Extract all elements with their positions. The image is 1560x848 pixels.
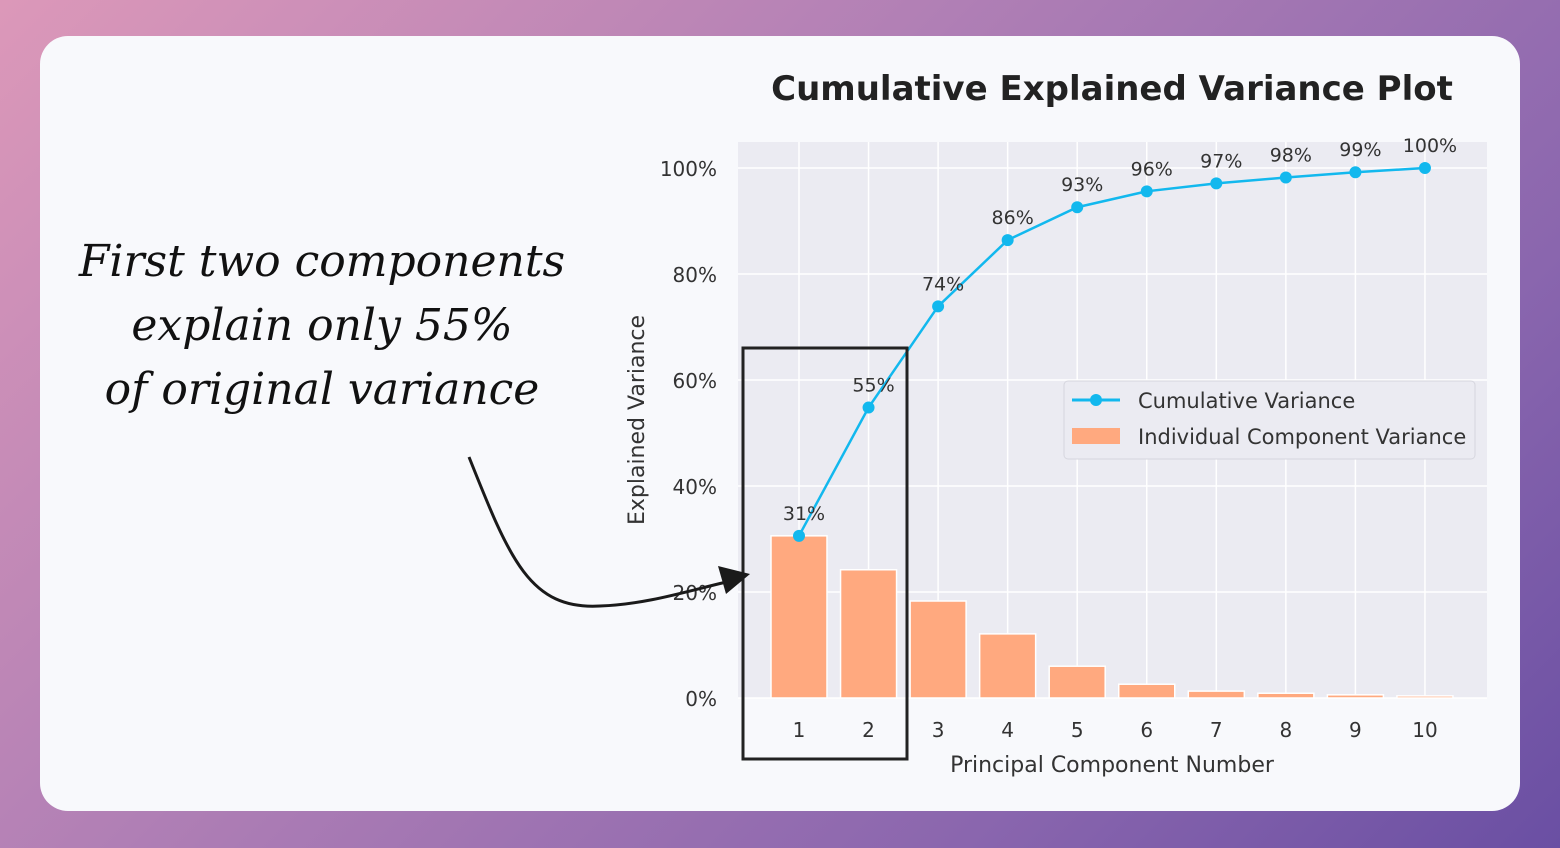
data-label: 93% [1061,174,1103,196]
bar [909,600,967,699]
bar [1257,692,1315,699]
data-label: 31% [783,503,825,525]
legend-box [1063,380,1476,460]
cumulative-point [862,401,875,414]
data-label: 74% [922,273,964,295]
bar [1396,695,1454,699]
bar [978,633,1037,699]
x-tick-label: 6 [1140,718,1153,742]
data-label: 86% [992,207,1034,229]
annotation: First two components explain only 55% of… [78,236,750,608]
data-label: 100% [1403,135,1457,157]
cumulative-point [1418,162,1431,174]
legend-point-marker [1090,394,1102,406]
legend-cumulative: Cumulative Variance [1138,389,1355,413]
arrow-head-icon [718,566,750,594]
legend: Cumulative Variance Individual Component… [1063,380,1476,460]
x-tick-label: 1 [793,718,806,742]
y-tick-label: 0% [685,687,717,711]
data-label: 98% [1270,145,1312,167]
data-label: 99% [1339,139,1381,161]
data-label: 97% [1200,150,1242,172]
y-tick-label: 80% [673,263,717,287]
bar [839,568,898,699]
cumulative-point [1349,166,1362,179]
y-tick-label: 100% [660,157,717,181]
bar [770,535,828,699]
x-tick-label: 2 [862,718,875,742]
legend-bar-marker [1072,428,1120,444]
cumulative-point [932,300,945,313]
x-axis-label: Principal Component Number [950,753,1275,778]
x-tick-label: 8 [1279,718,1292,742]
bar [1048,665,1106,699]
x-tick-label: 10 [1412,718,1437,742]
cumulative-point [1001,234,1014,247]
bar [1187,690,1246,699]
bar [1118,683,1176,699]
x-tick-label: 7 [1210,718,1223,742]
data-label: 55% [852,375,894,397]
annotation-line-2: explain only 55% [131,300,512,351]
x-tick-label: 3 [932,718,945,742]
cumulative-line [797,166,1426,537]
y-tick-label: 60% [673,369,717,393]
y-tick-label: 40% [673,475,717,499]
cumulative-point [1071,201,1084,214]
y-axis-label: Explained Variance [625,315,650,525]
annotation-line-1: First two components [78,236,565,287]
annotation-line-3: of original variance [105,364,540,415]
cumulative-point [1279,171,1292,184]
legend-individual: Individual Component Variance [1138,425,1466,449]
x-tick-label: 4 [1001,718,1014,742]
data-label: 96% [1131,158,1173,180]
bar [1326,694,1385,699]
x-tick-label: 9 [1349,718,1362,742]
x-tick-label: 5 [1071,718,1084,742]
annotation-arrow [467,456,736,608]
chart-title: Cumulative Explained Variance Plot [771,69,1453,109]
cumulative-point [1140,185,1153,198]
cumulative-point [793,529,805,542]
highlight-box [741,346,909,761]
cumulative-point [1210,177,1223,190]
